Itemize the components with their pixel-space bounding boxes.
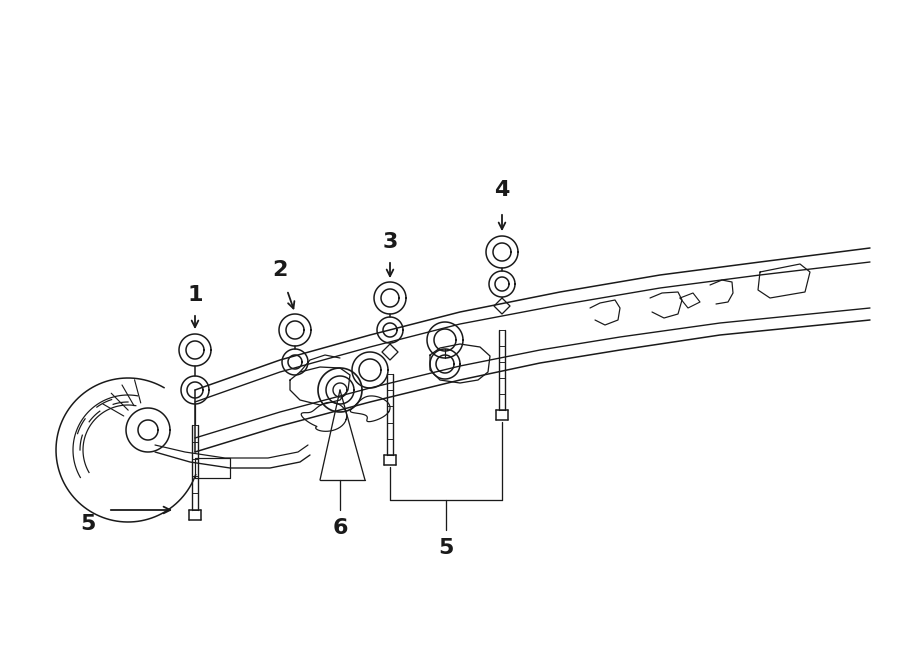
Text: 5: 5 [438,538,454,558]
Text: 3: 3 [382,232,398,252]
Text: 1: 1 [187,285,202,305]
Text: 6: 6 [332,518,347,538]
Text: 4: 4 [494,180,509,200]
Text: 2: 2 [273,260,288,280]
Text: 5: 5 [80,514,95,534]
